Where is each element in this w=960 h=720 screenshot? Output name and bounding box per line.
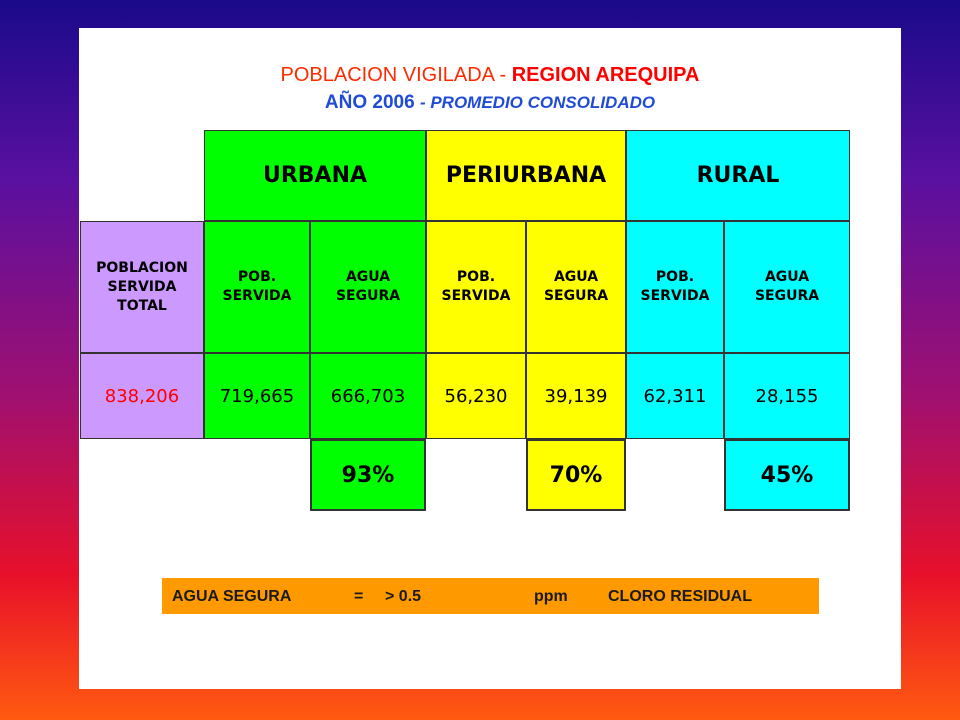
- title-poblacion-vigilada: POBLACION VIGILADA -: [280, 64, 507, 86]
- total-label: POBLACION SERVIDA TOTAL: [80, 221, 204, 353]
- rural-agua-value: 28,155: [724, 353, 850, 439]
- periurbana-pob-label: POB. SERVIDA: [441, 269, 511, 304]
- urbana-pob-servida: POB. SERVIDA: [204, 221, 310, 353]
- periurbana-agua-label: AGUA SEGURA: [543, 269, 609, 304]
- urbana-agua-value: 666,703: [310, 353, 426, 439]
- rural-pob-servida: POB. SERVIDA: [626, 221, 724, 353]
- title-line-1: POBLACION VIGILADA - REGION AREQUIPA: [79, 64, 901, 87]
- urbana-agua-segura: AGUA SEGURA: [310, 221, 426, 353]
- urbana-agua-label: AGUA SEGURA: [335, 269, 401, 304]
- note-equals: =: [354, 588, 364, 605]
- rural-pob-value: 62,311: [626, 353, 724, 439]
- note-description: CLORO RESIDUAL: [608, 588, 752, 605]
- rural-agua-segura: AGUA SEGURA: [724, 221, 850, 353]
- header-periurbana: PERIURBANA: [426, 130, 626, 221]
- rural-agua-label: AGUA SEGURA: [754, 269, 820, 304]
- urbana-pob-label: POB. SERVIDA: [222, 269, 292, 304]
- periurbana-percentage: 70%: [526, 439, 626, 511]
- note-label: AGUA SEGURA: [172, 588, 292, 605]
- note-unit: ppm: [534, 588, 568, 605]
- urbana-percentage: 93%: [310, 439, 426, 511]
- definition-note: AGUA SEGURA = > 0.5 ppm CLORO RESIDUAL: [162, 578, 819, 614]
- title-promedio: - PROMEDIO CONSOLIDADO: [419, 93, 656, 112]
- note-threshold: > 0.5: [385, 588, 422, 605]
- urbana-pob-value: 719,665: [204, 353, 310, 439]
- title-area: POBLACION VIGILADA - REGION AREQUIPA AÑO…: [79, 28, 901, 689]
- title-region: REGION AREQUIPA: [511, 64, 700, 86]
- periurbana-agua-value: 39,139: [526, 353, 626, 439]
- total-label-text: POBLACION SERVIDA TOTAL: [96, 259, 188, 314]
- periurbana-pob-value: 56,230: [426, 353, 526, 439]
- title-year: AÑO 2006: [324, 92, 415, 113]
- periurbana-agua-segura: AGUA SEGURA: [526, 221, 626, 353]
- total-value: 838,206: [80, 353, 204, 439]
- header-urbana: URBANA: [204, 130, 426, 221]
- header-rural: RURAL: [626, 130, 850, 221]
- periurbana-pob-servida: POB. SERVIDA: [426, 221, 526, 353]
- rural-percentage: 45%: [724, 439, 850, 511]
- rural-pob-label: POB. SERVIDA: [640, 269, 710, 304]
- title-line-2: AÑO 2006 - PROMEDIO CONSOLIDADO: [79, 92, 901, 114]
